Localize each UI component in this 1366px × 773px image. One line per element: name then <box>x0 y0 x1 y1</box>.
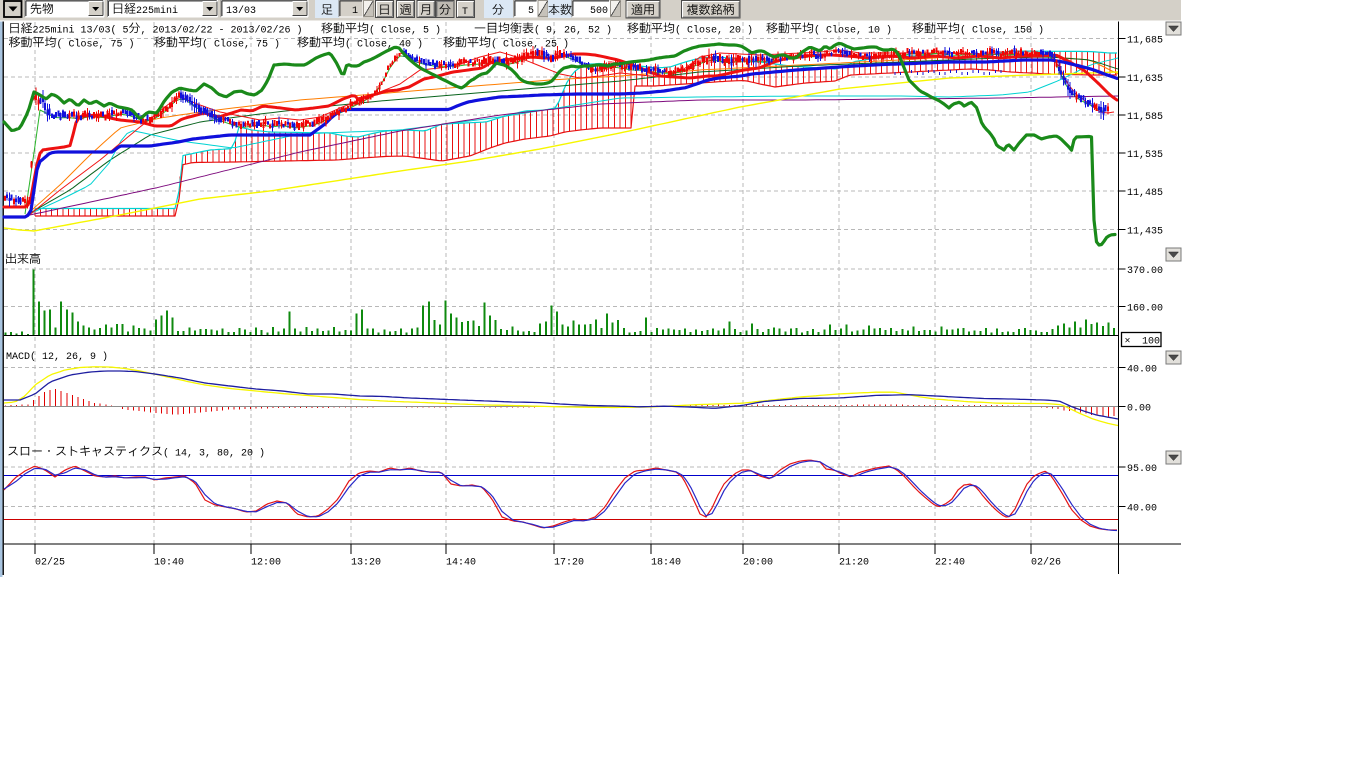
svg-text:11,435: 11,435 <box>1127 227 1163 238</box>
svg-text:21:20: 21:20 <box>839 558 869 569</box>
svg-text:( Close, 25 ): ( Close, 25 ) <box>491 39 569 51</box>
svg-text:MACD( 12, 26, 9 ): MACD( 12, 26, 9 ) <box>6 351 108 363</box>
svg-text:11,585: 11,585 <box>1127 112 1163 123</box>
svg-text:02/26: 02/26 <box>1031 557 1061 569</box>
svg-text:11,485: 11,485 <box>1127 188 1163 199</box>
svg-text:13:20: 13:20 <box>351 558 381 569</box>
svg-text:1: 1 <box>352 6 358 17</box>
svg-text:13/03: 13/03 <box>226 5 256 17</box>
svg-text:225mini: 225mini <box>136 5 178 17</box>
svg-text:22:40: 22:40 <box>935 558 965 569</box>
svg-text:100: 100 <box>1142 337 1160 348</box>
svg-text:14:40: 14:40 <box>446 558 476 569</box>
svg-text:T: T <box>462 7 468 18</box>
svg-text:40.00: 40.00 <box>1127 365 1157 376</box>
svg-text:( Close, 10 ): ( Close, 10 ) <box>814 25 892 37</box>
svg-text:11,535: 11,535 <box>1127 150 1163 161</box>
svg-text:( Close, 40 ): ( Close, 40 ) <box>345 39 423 51</box>
svg-text:225mini 13/03( 5: 225mini 13/03( 5 <box>33 25 129 37</box>
svg-text:0.00: 0.00 <box>1127 404 1151 415</box>
svg-text:( Close, 75 ): ( Close, 75 ) <box>57 39 135 51</box>
svg-text:×: × <box>1125 337 1131 348</box>
svg-text:( Close, 75 ): ( Close, 75 ) <box>202 39 280 51</box>
svg-text:, 2013/02/22 - 2013/02/26 ): , 2013/02/22 - 2013/02/26 ) <box>141 25 303 37</box>
svg-text:20:00: 20:00 <box>743 558 773 569</box>
svg-text:40.00: 40.00 <box>1127 504 1157 515</box>
svg-text:( Close, 5 ): ( Close, 5 ) <box>369 25 441 37</box>
svg-text:02/25: 02/25 <box>35 557 65 569</box>
svg-text:( Close, 20 ): ( Close, 20 ) <box>675 25 753 37</box>
svg-text:10:40: 10:40 <box>154 558 184 569</box>
svg-text:( 14, 3, 80, 20 ): ( 14, 3, 80, 20 ) <box>163 448 265 460</box>
svg-text:11,635: 11,635 <box>1127 74 1163 85</box>
svg-text:17:20: 17:20 <box>554 558 584 569</box>
svg-text:370.00: 370.00 <box>1127 266 1163 277</box>
svg-text:11,685: 11,685 <box>1127 36 1163 47</box>
svg-text:( Close, 150 ): ( Close, 150 ) <box>960 25 1044 37</box>
svg-text:500: 500 <box>590 6 608 17</box>
svg-text:5: 5 <box>528 6 534 17</box>
svg-text:12:00: 12:00 <box>251 558 281 569</box>
svg-text:160.00: 160.00 <box>1127 304 1163 315</box>
svg-text:( 9, 26, 52 ): ( 9, 26, 52 ) <box>534 25 612 37</box>
svg-text:18:40: 18:40 <box>651 558 681 569</box>
svg-text:95.00: 95.00 <box>1127 464 1157 475</box>
